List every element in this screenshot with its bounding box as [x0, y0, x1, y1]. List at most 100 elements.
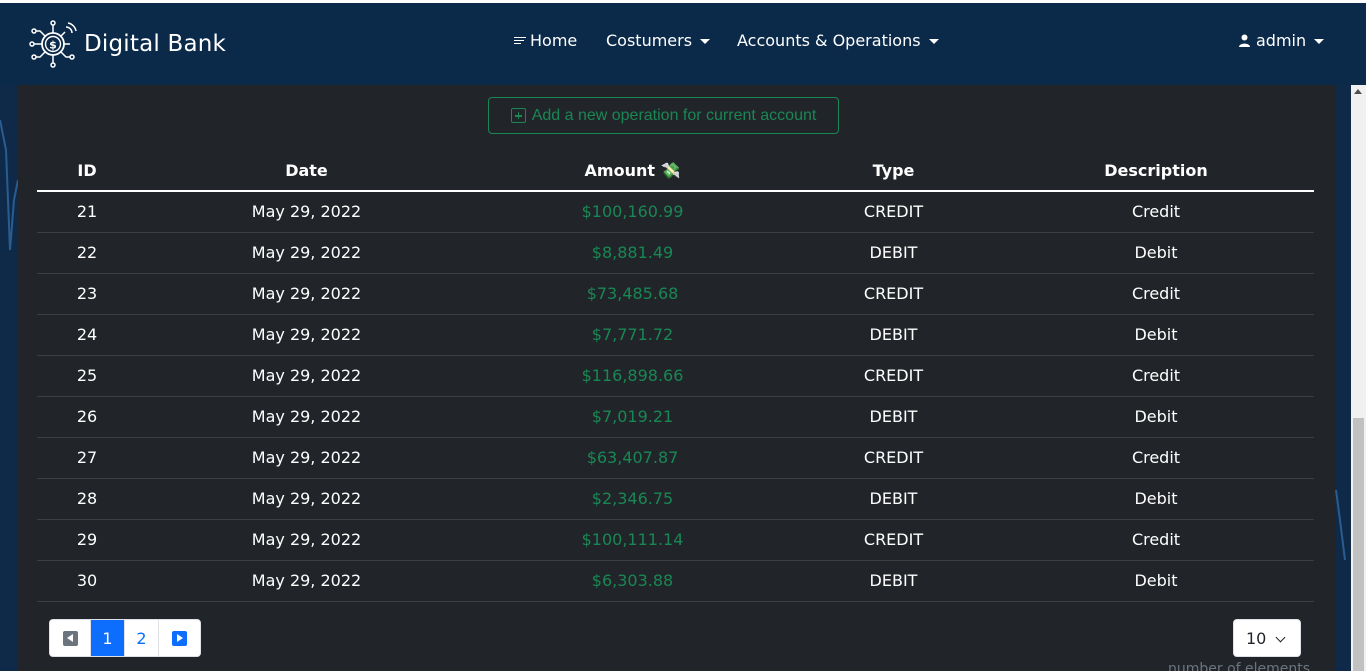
- cell-description: Debit: [998, 478, 1314, 520]
- add-operation-button[interactable]: Add a new operation for current account: [488, 97, 839, 134]
- cell-description: Credit: [998, 273, 1314, 315]
- page-size-value: 10: [1246, 628, 1267, 648]
- caret-down-icon: [1314, 38, 1325, 44]
- cell-type: CREDIT: [789, 273, 998, 315]
- cell-type: DEBIT: [789, 560, 998, 602]
- page-size-caption: number of elements: [1168, 661, 1311, 671]
- operations-table: ID Date Amount 💸 Type Description 21 May …: [37, 151, 1314, 602]
- cell-date: May 29, 2022: [137, 560, 476, 602]
- cell-date: May 29, 2022: [137, 478, 476, 520]
- table-row: 22 May 29, 2022 $8,881.49 DEBIT Debit: [37, 232, 1314, 274]
- cell-description: Credit: [998, 355, 1314, 397]
- header-type[interactable]: Type: [789, 151, 998, 192]
- table-row: 29 May 29, 2022 $100,111.14 CREDIT Credit: [37, 519, 1314, 561]
- cell-id: 21: [37, 191, 137, 233]
- table-header-row: ID Date Amount 💸 Type Description: [37, 151, 1314, 192]
- cell-date: May 29, 2022: [137, 232, 476, 274]
- cell-id: 30: [37, 560, 137, 602]
- pagination: 1 2: [49, 619, 201, 657]
- plus-square-icon: [510, 108, 526, 123]
- cell-description: Credit: [998, 191, 1314, 233]
- cell-date: May 29, 2022: [137, 519, 476, 561]
- menu-lines-icon: [514, 35, 526, 46]
- cell-description: Debit: [998, 314, 1314, 356]
- cell-description: Credit: [998, 437, 1314, 479]
- user-name: admin: [1256, 30, 1307, 50]
- header-date[interactable]: Date: [137, 151, 476, 192]
- page-size-select[interactable]: 10: [1233, 619, 1301, 657]
- cell-amount: $116,898.66: [476, 355, 789, 397]
- table-row: 30 May 29, 2022 $6,303.88 DEBIT Debit: [37, 560, 1314, 602]
- caret-down-icon: [928, 38, 939, 44]
- cell-amount: $6,303.88: [476, 560, 789, 602]
- table-row: 23 May 29, 2022 $73,485.68 CREDIT Credit: [37, 273, 1314, 315]
- add-operation-label: Add a new operation for current account: [531, 106, 817, 124]
- table-row: 24 May 29, 2022 $7,771.72 DEBIT Debit: [37, 314, 1314, 356]
- user-menu-dropdown[interactable]: admin: [1238, 29, 1325, 51]
- cell-description: Credit: [998, 519, 1314, 561]
- table-row: 25 May 29, 2022 $116,898.66 CREDIT Credit: [37, 355, 1314, 397]
- scrollbar-thumb[interactable]: [1353, 418, 1364, 671]
- cell-type: DEBIT: [789, 314, 998, 356]
- cell-id: 24: [37, 314, 137, 356]
- cell-type: CREDIT: [789, 437, 998, 479]
- cell-date: May 29, 2022: [137, 273, 476, 315]
- nav-accounts-dropdown[interactable]: Accounts & Operations: [737, 29, 939, 51]
- cell-id: 28: [37, 478, 137, 520]
- header-description[interactable]: Description: [998, 151, 1314, 192]
- cell-amount: $63,407.87: [476, 437, 789, 479]
- cell-type: DEBIT: [789, 232, 998, 274]
- cell-date: May 29, 2022: [137, 191, 476, 233]
- caret-right-square-icon: [172, 630, 187, 646]
- table-row: 28 May 29, 2022 $2,346.75 DEBIT Debit: [37, 478, 1314, 520]
- navbar: $ Digital Bank Home Costumers Accounts &…: [0, 3, 1366, 85]
- user-icon: [1239, 34, 1250, 47]
- top-border: [0, 0, 1366, 3]
- nav-costumers-label: Costumers: [606, 30, 693, 50]
- cell-amount: $73,485.68: [476, 273, 789, 315]
- cell-type: CREDIT: [789, 519, 998, 561]
- cell-id: 26: [37, 396, 137, 438]
- page-1-button[interactable]: 1: [91, 620, 125, 656]
- cell-amount: $100,160.99: [476, 191, 789, 233]
- cell-date: May 29, 2022: [137, 396, 476, 438]
- cell-id: 29: [37, 519, 137, 561]
- chevron-down-icon: [1275, 632, 1286, 643]
- cell-type: CREDIT: [789, 355, 998, 397]
- table-row: 21 May 29, 2022 $100,160.99 CREDIT Credit: [37, 191, 1314, 233]
- cell-amount: $2,346.75: [476, 478, 789, 520]
- cell-description: Debit: [998, 560, 1314, 602]
- svg-text:$: $: [49, 39, 57, 52]
- brand[interactable]: $ Digital Bank: [28, 19, 226, 69]
- page-2-button[interactable]: 2: [125, 620, 159, 656]
- cell-id: 23: [37, 273, 137, 315]
- nav-home-label: Home: [530, 30, 578, 50]
- cell-amount: $7,019.21: [476, 396, 789, 438]
- nav-home[interactable]: Home: [514, 29, 577, 51]
- table-row: 26 May 29, 2022 $7,019.21 DEBIT Debit: [37, 396, 1314, 438]
- caret-down-icon: [700, 38, 711, 44]
- nav-costumers-dropdown[interactable]: Costumers: [606, 29, 711, 51]
- caret-left-square-icon: [62, 630, 78, 646]
- cell-type: DEBIT: [789, 478, 998, 520]
- header-amount[interactable]: Amount 💸: [476, 151, 789, 192]
- cell-id: 22: [37, 232, 137, 274]
- scroll-up-arrow-icon[interactable]: [1354, 89, 1362, 94]
- header-id[interactable]: ID: [37, 151, 137, 192]
- cell-description: Debit: [998, 232, 1314, 274]
- prev-page-button[interactable]: [50, 620, 91, 656]
- cell-date: May 29, 2022: [137, 437, 476, 479]
- cell-description: Debit: [998, 396, 1314, 438]
- next-page-button[interactable]: [159, 620, 200, 656]
- cell-id: 25: [37, 355, 137, 397]
- cell-amount: $100,111.14: [476, 519, 789, 561]
- operations-panel: Add a new operation for current account …: [18, 85, 1335, 671]
- cell-type: CREDIT: [789, 191, 998, 233]
- vertical-scrollbar[interactable]: [1351, 85, 1366, 671]
- brand-name: Digital Bank: [84, 31, 227, 57]
- cell-amount: $7,771.72: [476, 314, 789, 356]
- table-row: 27 May 29, 2022 $63,407.87 CREDIT Credit: [37, 437, 1314, 479]
- nav-accounts-label: Accounts & Operations: [737, 30, 921, 50]
- cell-date: May 29, 2022: [137, 314, 476, 356]
- cell-type: DEBIT: [789, 396, 998, 438]
